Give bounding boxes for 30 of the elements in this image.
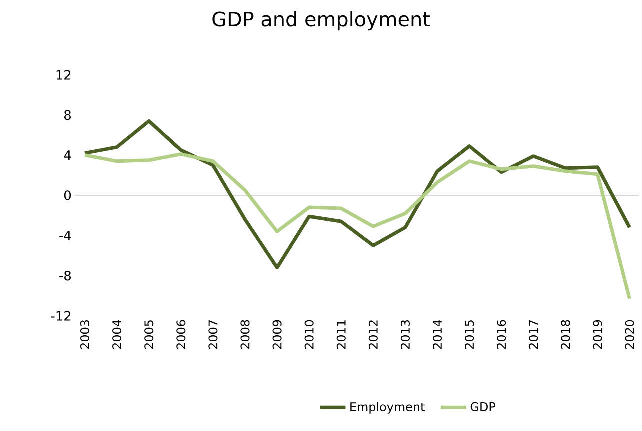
- x-tick-label: 2016: [497, 320, 506, 350]
- line-series: [83, 152, 632, 301]
- x-tick-label: 2006: [176, 320, 186, 350]
- x-tick-label: 2009: [272, 320, 282, 350]
- y-tick-label: -4: [60, 230, 72, 240]
- x-tick-label: 2005: [144, 320, 154, 350]
- x-tick-label: 2015: [465, 320, 474, 350]
- y-tick-label: -12: [51, 311, 71, 321]
- y-tick-label: 4: [64, 150, 72, 160]
- y-tick-label: 12: [56, 70, 71, 80]
- chart-title: GDP and employment: [212, 11, 430, 31]
- x-tick-label: 2017: [529, 320, 538, 350]
- x-tick-label: 2020: [625, 320, 634, 350]
- legend-label: Employment: [350, 402, 425, 414]
- x-tick-label: 2011: [336, 320, 346, 350]
- x-tick-label: 2004: [112, 320, 122, 350]
- x-tick-label: 2003: [80, 320, 90, 350]
- legend-label: GDP: [470, 402, 496, 412]
- x-tick-label: 2007: [208, 320, 218, 350]
- x-tick-label: 2018: [561, 320, 570, 350]
- x-tick-label: 2010: [304, 320, 314, 350]
- y-tick-label: 0: [64, 190, 72, 200]
- y-tick-label: 8: [64, 110, 71, 120]
- x-tick-label: 2014: [432, 320, 442, 350]
- x-tick-label: 2008: [240, 320, 250, 350]
- line-series: [83, 119, 632, 270]
- y-tick-label: -8: [60, 270, 72, 281]
- x-tick-label: 2012: [368, 320, 378, 350]
- x-tick-label: 2013: [400, 320, 410, 350]
- x-tick-label: 2019: [593, 320, 602, 350]
